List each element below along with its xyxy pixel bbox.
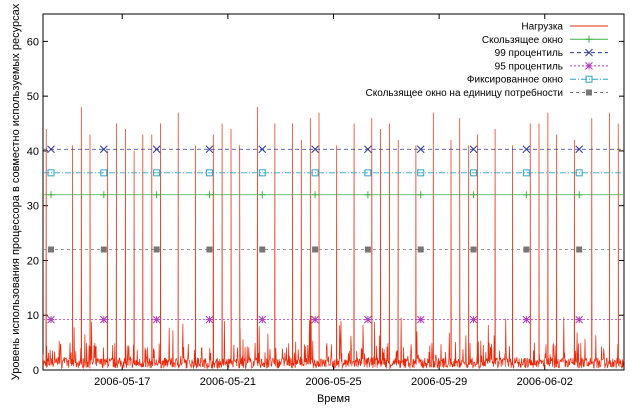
star-marker xyxy=(522,315,531,324)
plus-marker xyxy=(205,191,213,199)
square-open-marker xyxy=(153,169,161,177)
y-tick-label: 10 xyxy=(27,310,39,322)
x-marker xyxy=(364,145,372,154)
plus-marker xyxy=(364,191,372,199)
square-filled-marker xyxy=(100,246,107,253)
x-marker xyxy=(575,145,584,154)
star-marker xyxy=(469,315,478,324)
y-tick-label: 30 xyxy=(27,201,39,213)
square-filled-marker xyxy=(417,246,424,253)
y-tick-label: 40 xyxy=(27,146,39,158)
x-axis: 2006-05-17 2006-05-21 2006-05-25 2006-05-29… xyxy=(94,14,573,388)
plus-marker xyxy=(470,191,478,199)
x-axis-label: Время xyxy=(317,393,350,405)
star-marker xyxy=(152,315,161,324)
x-tick-label: 2006-05-21 xyxy=(200,376,256,388)
x-marker xyxy=(152,145,161,154)
x-marker xyxy=(469,145,478,154)
square-open-marker xyxy=(100,169,108,177)
plus-marker xyxy=(47,191,55,199)
plus-marker xyxy=(153,191,161,199)
square-open-marker xyxy=(364,169,372,177)
square-open-marker xyxy=(205,169,213,177)
x-marker xyxy=(258,145,267,154)
square-filled-marker xyxy=(206,246,213,253)
square-filled-marker xyxy=(312,246,319,253)
plus-marker xyxy=(258,191,266,199)
star-marker xyxy=(416,315,425,324)
square-open-marker xyxy=(417,169,425,177)
x-marker xyxy=(585,48,593,57)
load-line xyxy=(42,107,625,370)
square-open-marker xyxy=(522,169,530,177)
legend: Нагрузка Скользящее окно 99 процентиль 95 п… xyxy=(366,22,608,99)
square-filled-marker xyxy=(523,246,530,253)
x-marker xyxy=(205,145,214,154)
x-tick-label: 2006-06-02 xyxy=(517,376,573,388)
star-marker xyxy=(205,315,214,324)
square-filled-marker xyxy=(586,89,592,96)
legend-label: 99 процентиль xyxy=(495,48,563,59)
square-filled-marker xyxy=(470,246,477,253)
star-marker xyxy=(311,315,319,324)
y-tick-label: 60 xyxy=(27,36,39,48)
star-marker xyxy=(99,315,108,324)
y-axis: 0 10 20 30 40 50 60 xyxy=(27,36,624,377)
star-marker xyxy=(575,315,584,324)
square-open-marker xyxy=(311,169,319,177)
x-tick-label: 2006-05-25 xyxy=(305,376,361,388)
x-marker xyxy=(47,145,55,154)
square-filled-marker xyxy=(259,246,266,253)
star-marker xyxy=(258,315,267,324)
x-tick-label: 2006-05-29 xyxy=(411,376,467,388)
legend-label: 95 процентиль xyxy=(495,61,563,72)
plus-marker xyxy=(575,191,583,199)
y-axis-label: Уровень использования процессора в совме… xyxy=(10,3,22,380)
y-tick-label: 0 xyxy=(33,365,39,377)
plus-marker xyxy=(100,191,108,199)
y-tick-label: 50 xyxy=(27,91,39,103)
square-filled-marker xyxy=(576,246,583,253)
legend-label: Скользящее окно xyxy=(482,35,564,46)
series-layer xyxy=(42,107,625,370)
square-open-marker xyxy=(258,169,266,177)
legend-label: Фиксированное окно xyxy=(467,75,564,86)
x-marker xyxy=(416,145,425,154)
plus-marker xyxy=(585,35,593,43)
plus-marker xyxy=(417,191,425,199)
square-open-marker xyxy=(47,169,55,177)
star-marker xyxy=(47,315,55,324)
x-marker xyxy=(311,145,319,154)
square-open-marker xyxy=(575,169,583,177)
square-filled-marker xyxy=(153,246,160,253)
plus-marker xyxy=(522,191,530,199)
square-open-marker xyxy=(585,75,593,83)
star-marker xyxy=(364,315,372,324)
square-filled-marker xyxy=(48,246,54,253)
x-marker xyxy=(522,145,531,154)
plus-marker xyxy=(311,191,319,199)
x-tick-label: 2006-05-17 xyxy=(94,376,150,388)
x-marker xyxy=(99,145,108,154)
square-filled-marker xyxy=(364,246,371,253)
star-marker xyxy=(585,62,593,70)
legend-label: Скользящее окно на единицу потребности xyxy=(366,87,563,99)
y-tick-label: 20 xyxy=(27,255,39,267)
square-open-marker xyxy=(470,169,478,177)
legend-label: Нагрузка xyxy=(521,22,563,33)
